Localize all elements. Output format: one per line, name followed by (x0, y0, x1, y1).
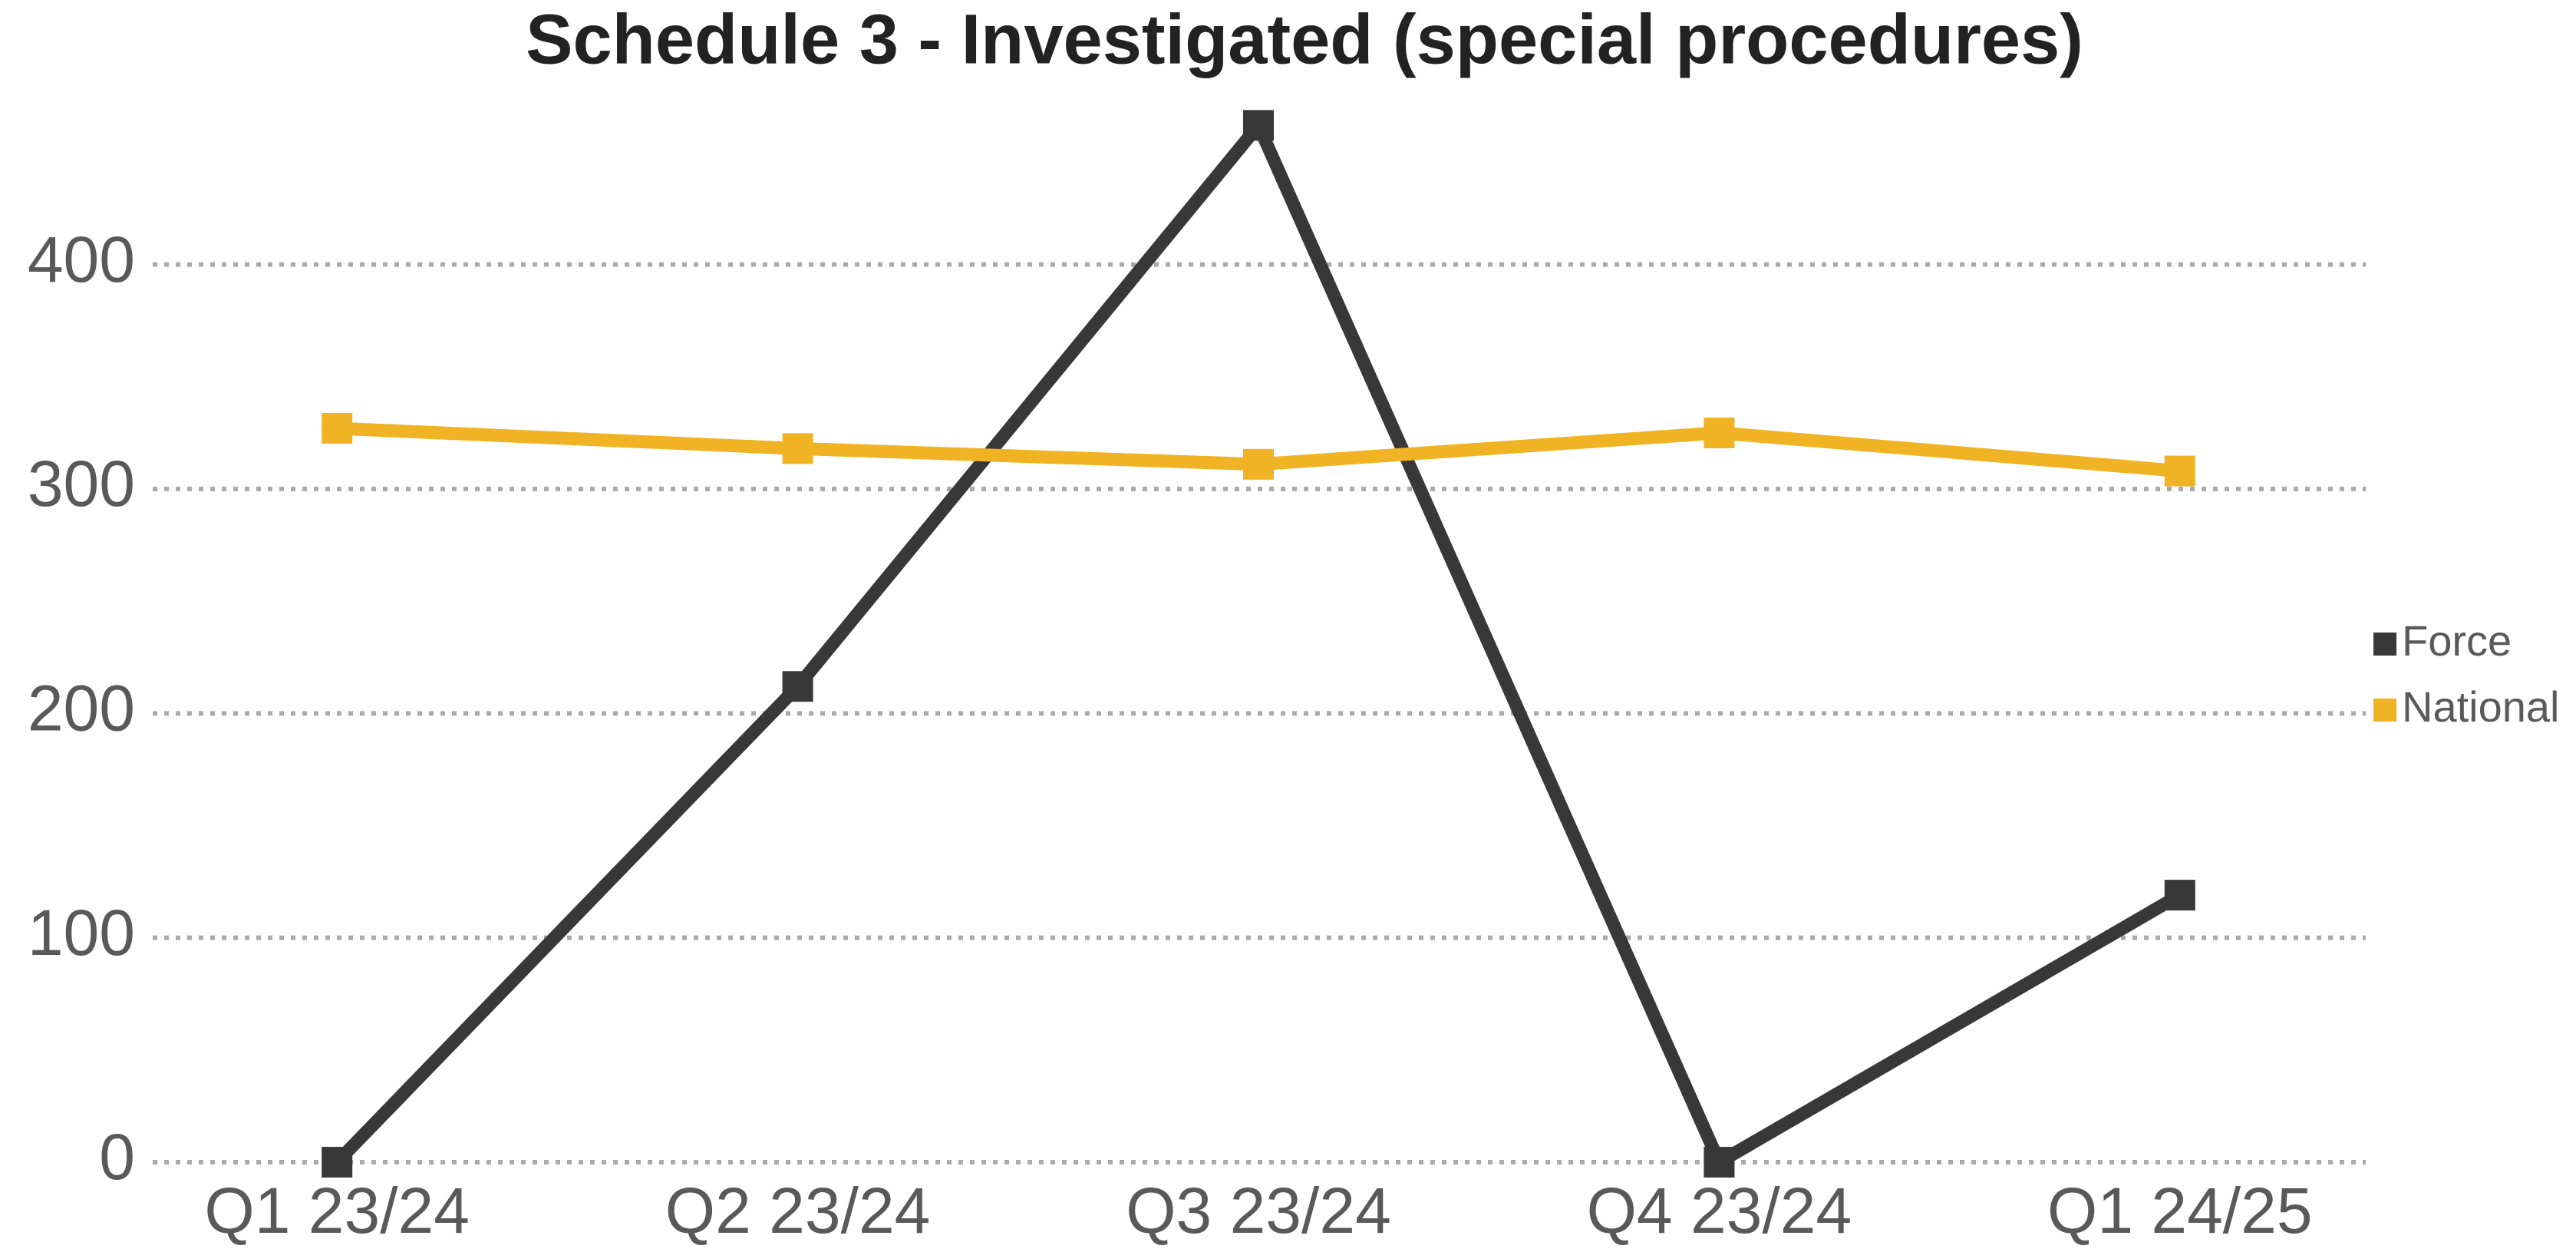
data-point (1704, 1147, 1735, 1178)
legend-marker (2373, 633, 2396, 656)
legend-label: Force (2402, 616, 2512, 665)
data-point (1704, 417, 1735, 448)
x-tick-label: Q1 23/24 (204, 1174, 470, 1247)
x-tick-label: Q1 24/25 (2047, 1174, 2313, 1247)
data-point (322, 413, 353, 444)
data-point (2164, 455, 2195, 487)
chart-title: Schedule 3 - Investigated (special proce… (526, 0, 2083, 78)
legend-marker (2373, 699, 2396, 722)
data-point (2164, 880, 2195, 911)
data-point (782, 671, 813, 702)
data-point (322, 1147, 353, 1178)
y-tick-label: 200 (28, 672, 135, 745)
legend-label: National (2402, 682, 2559, 731)
x-tick-label: Q4 23/24 (1587, 1174, 1852, 1247)
data-point (1243, 448, 1274, 480)
x-tick-label: Q2 23/24 (665, 1174, 931, 1247)
x-tick-label: Q3 23/24 (1126, 1174, 1391, 1247)
data-point (1243, 110, 1274, 141)
data-point (782, 433, 813, 464)
y-tick-label: 100 (28, 897, 135, 969)
y-tick-label: 0 (99, 1121, 135, 1193)
y-tick-label: 300 (28, 448, 135, 520)
y-tick-label: 400 (28, 223, 135, 296)
series-line (332, 118, 2184, 1169)
